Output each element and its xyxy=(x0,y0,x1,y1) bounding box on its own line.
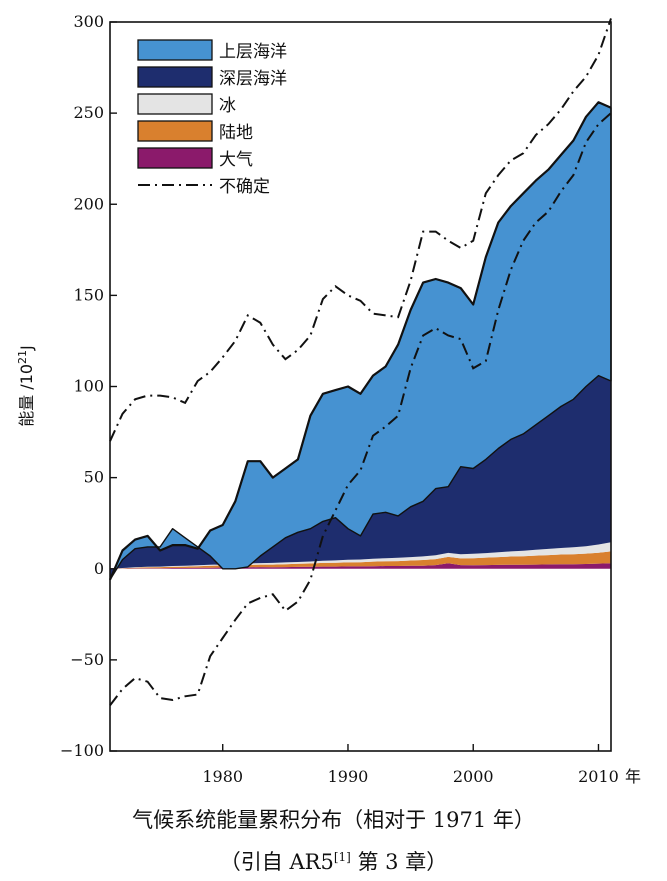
y-tick-label: −50 xyxy=(70,650,104,669)
x-tick-label: 2010 xyxy=(578,767,619,786)
area-冰 xyxy=(110,542,611,569)
y-axis-ticks: −100 −50 0 50 100 150 200 250 300 xyxy=(60,12,117,760)
legend-swatch xyxy=(137,93,213,115)
legend-label: 上层海洋 xyxy=(219,42,287,62)
legend-swatch xyxy=(137,147,213,169)
y-tick-label: 200 xyxy=(73,194,104,213)
x-axis-ticks: 1980 1990 2000 2010 xyxy=(202,744,619,786)
uncertainty-lower xyxy=(109,112,612,707)
y-tick-label: 150 xyxy=(73,285,104,304)
legend-label: 冰 xyxy=(219,96,236,116)
x-axis-unit: 年 xyxy=(625,767,641,786)
energy-accumulation-chart: −100 −50 0 50 100 150 200 250 300 1980 1990 2000 20… xyxy=(16,12,641,786)
figure-caption-line1: 气候系统能量累积分布（相对于 1971 年） xyxy=(132,808,535,832)
legend-label: 陆地 xyxy=(219,123,253,143)
uncertainty-upper xyxy=(109,18,612,442)
y-tick-label: 0 xyxy=(94,559,104,578)
legend-swatch xyxy=(137,66,213,88)
legend-label: 不确定 xyxy=(219,177,270,197)
x-tick-label: 2000 xyxy=(453,767,494,786)
legend-swatch xyxy=(137,120,213,142)
total-outline xyxy=(108,101,612,581)
caption-ref: [1] xyxy=(333,850,351,864)
y-axis-label-sup: 21 xyxy=(16,350,29,364)
x-tick-label: 1990 xyxy=(328,767,369,786)
y-tick-label: −100 xyxy=(60,741,104,760)
legend-swatch xyxy=(137,39,213,61)
y-tick-label: 250 xyxy=(73,103,104,122)
svg-text:能量 /1021J: 能量 /1021J xyxy=(16,345,36,427)
y-axis-label: 能量 /1021J xyxy=(16,345,36,427)
legend-label: 大气 xyxy=(219,150,253,170)
y-tick-label: 100 xyxy=(73,377,104,396)
figure-caption-line2: （引自 AR5[1] 第 3 章） xyxy=(0,846,667,876)
y-tick-label: 300 xyxy=(73,12,104,31)
x-tick-label: 1980 xyxy=(202,767,243,786)
y-axis-label-unit: J xyxy=(17,345,36,351)
y-axis-label-main: 能量 /10 xyxy=(17,364,36,427)
area-大气 xyxy=(110,563,611,569)
area-深层海洋 xyxy=(110,375,611,580)
caption-chapter: 第 3 章） xyxy=(350,850,448,874)
uncertainty-lines xyxy=(109,18,612,707)
caption-source: （引自 AR5 xyxy=(219,850,334,874)
y-tick-label: 50 xyxy=(84,468,104,487)
stacked-areas xyxy=(108,101,612,581)
area-陆地 xyxy=(110,551,611,569)
legend-label: 深层海洋 xyxy=(219,69,287,89)
